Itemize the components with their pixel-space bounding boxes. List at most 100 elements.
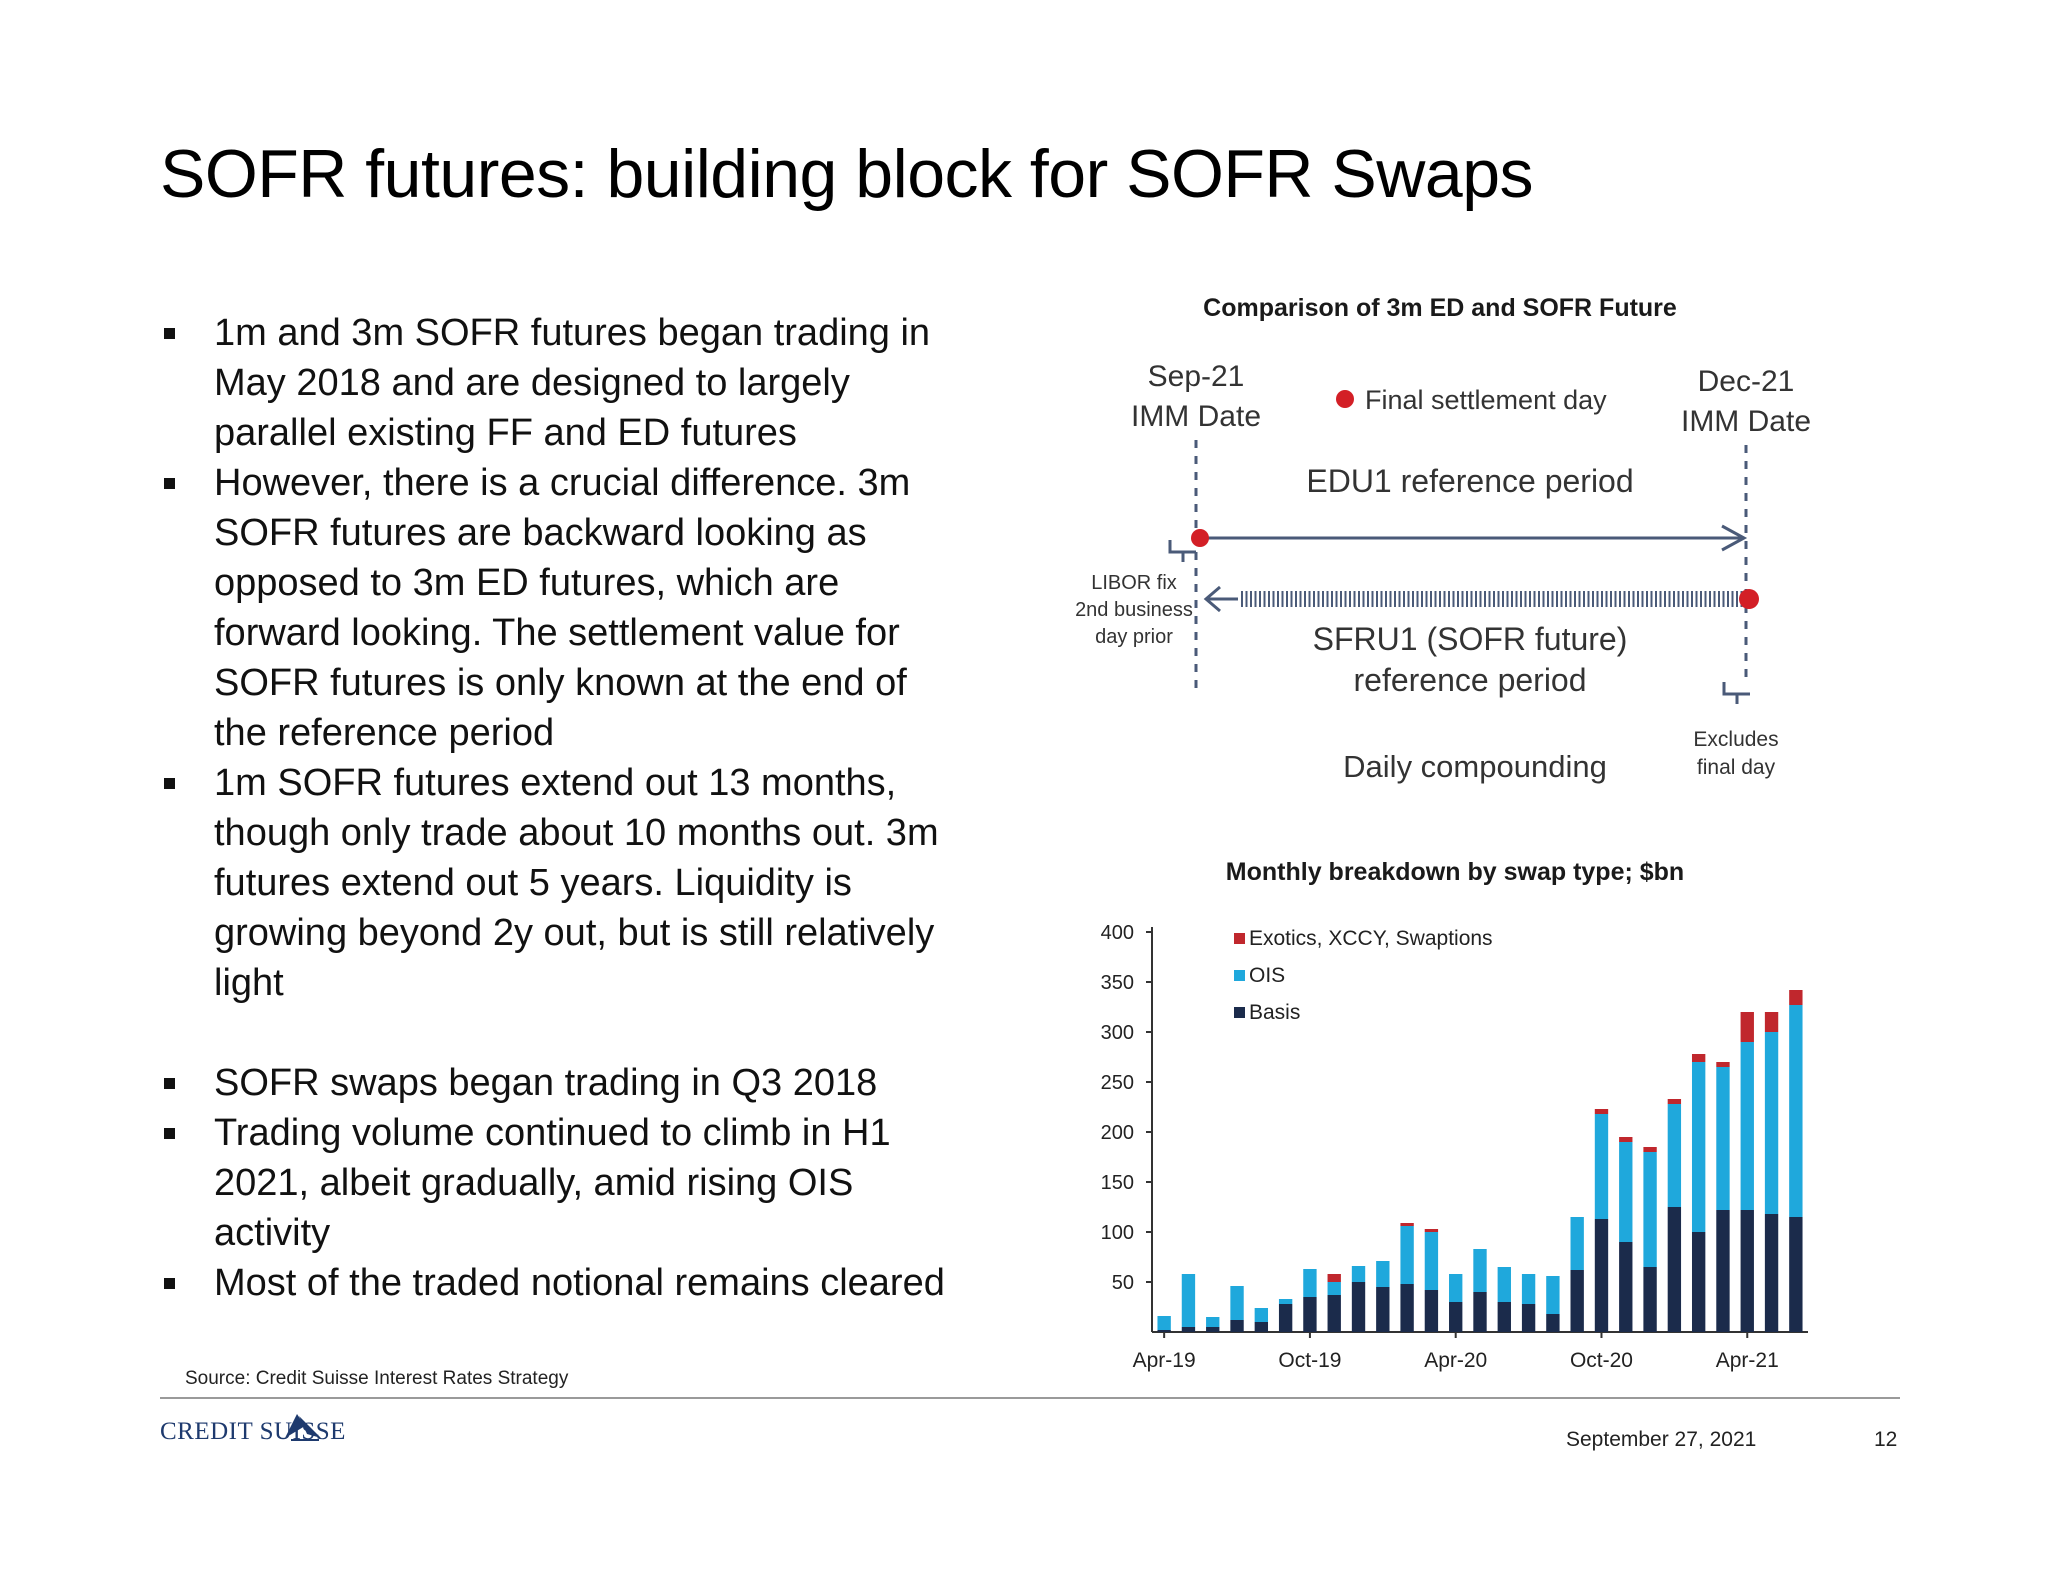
bullet-marker bbox=[164, 478, 175, 489]
bar-segment bbox=[1521, 1274, 1536, 1304]
sfru-label: SFRU1 (SOFR future) bbox=[1313, 621, 1628, 657]
bar-segment bbox=[1667, 1207, 1682, 1332]
bar-segment bbox=[1230, 1286, 1244, 1320]
bullet-marker bbox=[164, 778, 175, 789]
bar-segment bbox=[1327, 1295, 1341, 1332]
bar-segment bbox=[1643, 1152, 1657, 1267]
bullet-line: May 2018 and are designed to largely bbox=[214, 362, 850, 404]
excludes-line-2: final day bbox=[1697, 756, 1776, 779]
bar-segment bbox=[1327, 1274, 1341, 1282]
y-tick-label: 150 bbox=[1101, 1172, 1134, 1194]
bullet-item: 1m SOFR futures extend out 13 months, tho… bbox=[158, 758, 958, 1008]
bar-segment bbox=[1667, 1099, 1682, 1104]
daily-compounding-label: Daily compounding bbox=[1343, 749, 1607, 784]
excludes-bracket bbox=[1722, 682, 1750, 704]
bullet-item: However, there is a crucial difference. … bbox=[158, 458, 958, 758]
libor-line-2: 2nd business bbox=[1075, 599, 1193, 621]
bar-segment bbox=[1157, 1330, 1171, 1332]
swap-volume-chart: Monthly breakdown by swap type; $bn 50 100… bbox=[1101, 858, 1808, 1372]
page-number: 12 bbox=[1874, 1428, 1898, 1451]
bullet-line: SOFR swaps began trading in Q3 2018 bbox=[214, 1062, 878, 1104]
bullet-line: 1m SOFR futures extend out 13 months, bbox=[214, 762, 897, 804]
bar-segment bbox=[1424, 1229, 1439, 1232]
sfru-daily-hatch bbox=[1241, 591, 1743, 607]
bullet-line: Trading volume continued to climb in H1 bbox=[214, 1112, 891, 1154]
final-settlement-legend-dot bbox=[1336, 390, 1354, 408]
diagram-title: Comparison of 3m ED and SOFR Future bbox=[1203, 294, 1677, 322]
bullet-line: Most of the traded notional remains clea… bbox=[214, 1262, 945, 1304]
bar-segment bbox=[1376, 1287, 1390, 1332]
bar-segment bbox=[1278, 1304, 1293, 1332]
right-date-label: Dec-21 bbox=[1698, 365, 1795, 398]
footer-divider bbox=[160, 1397, 1900, 1399]
bar-segment bbox=[1716, 1067, 1730, 1210]
bar-segment bbox=[1619, 1142, 1633, 1242]
bullet-item: 1m and 3m SOFR futures began trading in M… bbox=[158, 308, 958, 458]
x-tick-label: Oct-20 bbox=[1570, 1349, 1633, 1372]
y-tick-label: 250 bbox=[1101, 1072, 1134, 1094]
y-tick-label: 300 bbox=[1101, 1022, 1134, 1044]
libor-line-3: day prior bbox=[1095, 626, 1173, 648]
bar-segment bbox=[1206, 1327, 1220, 1332]
bullet-line: parallel existing FF and ED futures bbox=[214, 412, 797, 454]
bullet-line: the reference period bbox=[214, 712, 555, 754]
bullet-marker bbox=[164, 328, 175, 339]
bar-segment bbox=[1376, 1261, 1390, 1287]
bar-segment bbox=[1181, 1327, 1196, 1332]
bar-segment bbox=[1278, 1299, 1293, 1304]
bar-segment bbox=[1400, 1226, 1414, 1284]
bar-segment bbox=[1424, 1290, 1439, 1332]
bar-segment bbox=[1230, 1320, 1244, 1332]
bar-segment bbox=[1764, 1214, 1779, 1332]
bar-segment bbox=[1497, 1267, 1511, 1302]
final-settlement-dot bbox=[1739, 589, 1759, 609]
bar-segment bbox=[1716, 1062, 1730, 1067]
libor-bracket bbox=[1168, 540, 1196, 562]
bullet-line: light bbox=[214, 962, 284, 1004]
bar-segment bbox=[1619, 1137, 1633, 1142]
bullet-line: However, there is a crucial difference. … bbox=[214, 462, 911, 504]
bullet-item: Trading volume continued to climb in H1 2… bbox=[158, 1108, 958, 1258]
bar-segment bbox=[1449, 1302, 1463, 1332]
bar-segment bbox=[1351, 1266, 1366, 1282]
bar-segment bbox=[1181, 1274, 1196, 1327]
bar-segment bbox=[1449, 1274, 1463, 1302]
final-settlement-legend-label: Final settlement day bbox=[1365, 385, 1607, 415]
bullet-line: activity bbox=[214, 1212, 331, 1254]
bullet-line: though only trade about 10 months out. 3… bbox=[214, 812, 939, 854]
bar-segment bbox=[1764, 1012, 1779, 1032]
bar-segment bbox=[1691, 1054, 1706, 1062]
x-tick-label: Apr-19 bbox=[1133, 1349, 1196, 1372]
excludes-line-1: Excludes bbox=[1693, 728, 1778, 751]
bar-segment bbox=[1570, 1217, 1584, 1270]
bar-segment bbox=[1594, 1219, 1609, 1332]
right-date-sub: IMM Date bbox=[1681, 405, 1811, 438]
y-tick-label: 350 bbox=[1101, 972, 1134, 994]
bullet-line: 2021, albeit gradually, amid rising OIS bbox=[214, 1162, 854, 1204]
bar-segment bbox=[1400, 1284, 1414, 1332]
bullet-line: futures extend out 5 years. Liquidity is bbox=[214, 862, 852, 904]
bar-segment bbox=[1497, 1302, 1511, 1332]
bar-segment bbox=[1521, 1304, 1536, 1332]
bar-segment bbox=[1789, 1217, 1803, 1332]
bullet-line: SOFR futures is only known at the end of bbox=[214, 662, 907, 704]
credit-suisse-logo: CREDIT SUISSE bbox=[160, 1414, 346, 1458]
bar-segment bbox=[1206, 1317, 1220, 1327]
bar-segment bbox=[1327, 1282, 1341, 1295]
bar-segment bbox=[1740, 1042, 1754, 1210]
bar-segment bbox=[1473, 1292, 1487, 1332]
left-date-label: Sep-21 bbox=[1148, 360, 1245, 393]
bullet-line: growing beyond 2y out, but is still rela… bbox=[214, 912, 935, 954]
x-tick-label: Oct-19 bbox=[1278, 1349, 1341, 1372]
bar-segment bbox=[1691, 1062, 1706, 1232]
bar-segment bbox=[1546, 1314, 1560, 1332]
y-tick-label: 200 bbox=[1101, 1122, 1134, 1144]
footer-date: September 27, 2021 bbox=[1566, 1428, 1757, 1451]
bar-segment bbox=[1789, 1005, 1803, 1217]
bar-segment bbox=[1789, 990, 1803, 1005]
bullet-list: 1m and 3m SOFR futures began trading in M… bbox=[158, 308, 958, 1308]
bullet-line: SOFR futures are backward looking as bbox=[214, 512, 867, 554]
sail-icon bbox=[285, 1414, 321, 1441]
chart-title: Monthly breakdown by swap type; $bn bbox=[1226, 858, 1684, 886]
legend-swatch bbox=[1234, 1007, 1245, 1018]
